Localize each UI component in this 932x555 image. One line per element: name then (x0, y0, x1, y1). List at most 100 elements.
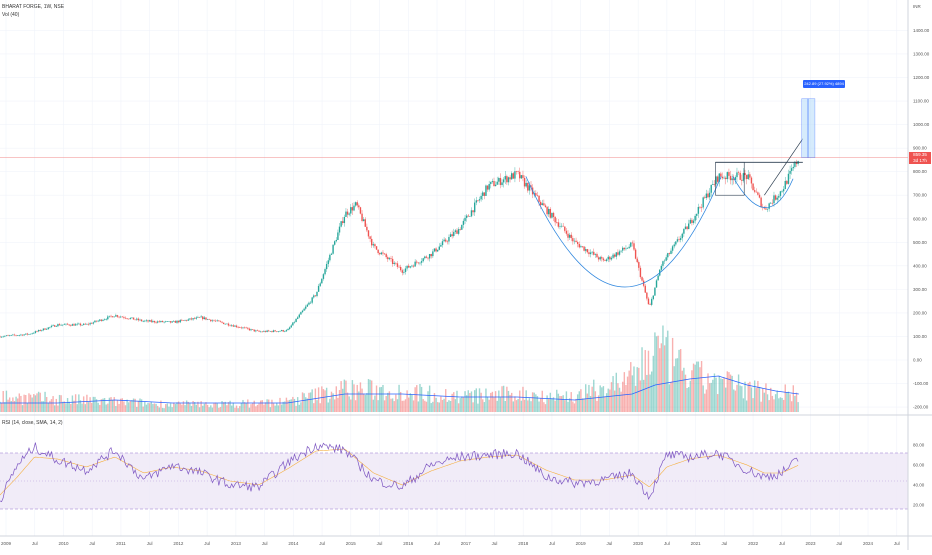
handle-curve[interactable] (732, 176, 794, 208)
volume-bar (68, 401, 70, 412)
volume-bar (784, 384, 786, 412)
time-tick-label: 2013 (231, 541, 242, 546)
volume-bar (87, 402, 90, 412)
candle-body (224, 323, 226, 325)
last-price-badge[interactable]: 859.35 3d 17h (909, 152, 931, 164)
volume-bar (572, 401, 574, 412)
candle-body (551, 212, 553, 218)
price-axis[interactable]: 1400.00 1300.00 1200.00 1100.00 1000.00 900.0… (913, 28, 930, 410)
volume-bar (17, 398, 19, 412)
breakout-trendline[interactable] (764, 138, 804, 196)
candle-body (523, 177, 526, 187)
candle-body (467, 215, 469, 217)
volume-bar (728, 372, 730, 412)
volume-bar (478, 388, 481, 412)
volume-bar (581, 398, 584, 412)
pattern-drawings[interactable] (0, 98, 908, 288)
volume-bar (683, 367, 685, 412)
consolidation-box[interactable] (715, 161, 745, 196)
candle-body (18, 335, 21, 336)
cup-curve[interactable] (525, 176, 722, 288)
volume-bar (646, 374, 648, 412)
candle-body (605, 259, 608, 261)
volume-bar (211, 407, 214, 412)
time-tick-label: 2020 (633, 541, 644, 546)
volume-bar (229, 400, 231, 412)
candle-body (453, 232, 455, 237)
time-tick-label: 2022 (748, 541, 759, 546)
volume-bar (535, 394, 537, 412)
volume-bar (330, 391, 333, 412)
volume-bar (136, 406, 138, 412)
volume-bar (662, 325, 664, 412)
volume-bar (179, 403, 181, 412)
volume-bar (369, 379, 371, 412)
volume-bar (185, 400, 188, 412)
candle-body (509, 177, 511, 180)
volume-bar (58, 394, 61, 412)
volume-bar (602, 386, 605, 412)
volume-bar (517, 399, 519, 412)
volume-bar (667, 330, 669, 412)
candle-body (432, 251, 434, 257)
volume-bar (512, 401, 515, 412)
candle-body (15, 335, 17, 336)
volume-legend[interactable]: Vol (40) (2, 12, 20, 18)
volume-bar (91, 402, 93, 412)
volume-bar (348, 396, 350, 412)
candle-body (158, 321, 161, 323)
candle-body (589, 252, 592, 255)
candle-body (464, 217, 466, 221)
time-axis[interactable]: 2009 Jul 2010 Jul 2011 Jul 2012 Jul 2013 Jul 2014 J… (1, 541, 900, 546)
candle-body (583, 246, 585, 251)
volume-bar (657, 335, 659, 412)
target-label[interactable]: 242.89 (27.92%) 4894 (803, 80, 845, 88)
volume-bar (74, 394, 77, 412)
candle-body (424, 256, 426, 259)
candle-body (417, 262, 420, 264)
candle-body (420, 261, 423, 263)
volume-bar (401, 400, 403, 412)
volume-bar (277, 405, 280, 412)
volume-bar (65, 403, 67, 412)
volume-bar (749, 381, 751, 412)
volume-bar (504, 400, 506, 412)
candle-body (404, 268, 407, 272)
volume-bar (773, 399, 775, 412)
volume-bar (153, 403, 156, 412)
volume-bar (119, 398, 122, 412)
volume-bar (625, 385, 627, 412)
candle-body (660, 265, 663, 270)
candle-body (298, 314, 300, 318)
volume-bar (60, 395, 62, 412)
volume-bar (438, 402, 440, 412)
candle-body (255, 330, 257, 332)
symbol-legend[interactable]: BHARAT FORGE, 1W, NSE (2, 4, 65, 10)
volume-bar (221, 401, 223, 412)
volume-bar (673, 366, 675, 412)
volume-bar (552, 397, 555, 412)
volume-bar (523, 399, 526, 412)
rsi-legend[interactable]: RSI (14, close, SMA, 14, 2) (2, 420, 63, 426)
candle-body (456, 230, 458, 234)
candle-body (599, 257, 601, 260)
candle-body (335, 239, 338, 242)
volume-bar (213, 403, 215, 412)
volume-bar (696, 361, 698, 412)
candle-body (60, 324, 62, 326)
candle-body (128, 318, 130, 320)
candle-body (445, 239, 447, 242)
volume-bar (25, 395, 27, 412)
candle-body (97, 320, 99, 322)
candle-body (646, 292, 648, 299)
volume-bar (353, 384, 355, 412)
candle-body (536, 195, 539, 196)
candle-body (517, 171, 519, 172)
price-tick-label: -200.00 (913, 405, 929, 410)
volume-bar (507, 390, 510, 412)
volume-bar (430, 403, 432, 412)
volume-bar (337, 397, 339, 412)
candle-body (105, 319, 107, 320)
